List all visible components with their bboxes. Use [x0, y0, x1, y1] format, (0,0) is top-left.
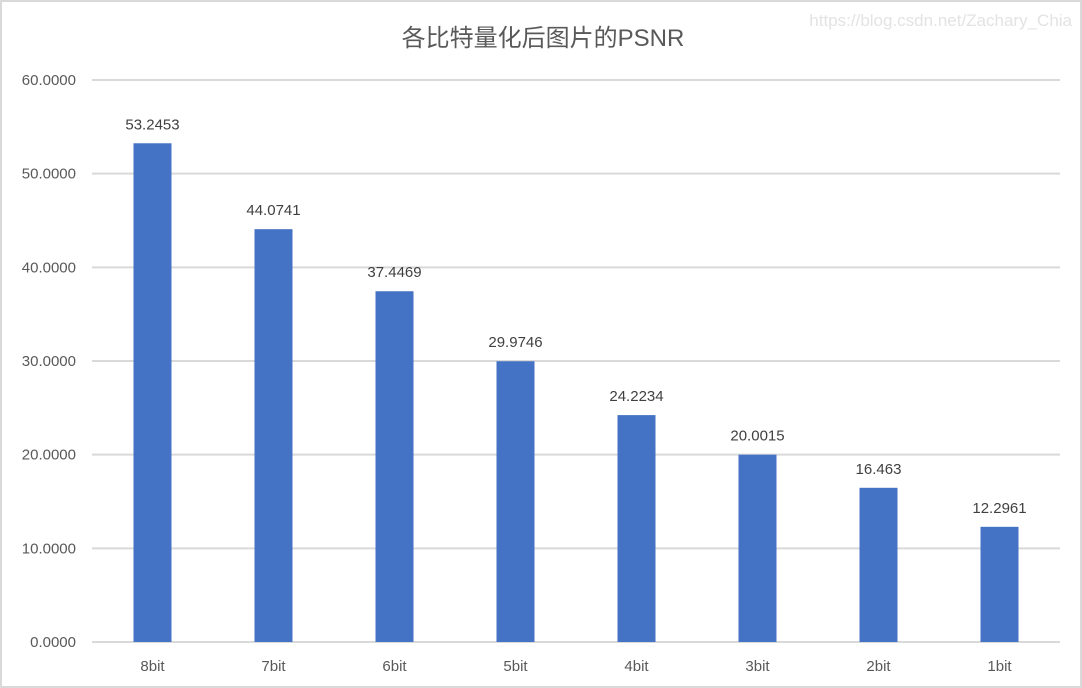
- data-label: 29.9746: [488, 334, 542, 351]
- x-tick-label: 5bit: [503, 658, 528, 675]
- bar-1bit: [980, 526, 1019, 642]
- y-tick-label: 0.0000: [30, 634, 76, 651]
- x-tick-label: 4bit: [624, 658, 649, 675]
- x-tick-label: 6bit: [382, 658, 407, 675]
- x-axis-ticks: 8bit 7bit 6bit 5bit 4bit 3bit 2bit 1bit: [140, 658, 1012, 675]
- y-tick-label: 40.0000: [22, 259, 76, 276]
- bars: [133, 143, 1019, 642]
- bar-8bit: [133, 143, 172, 642]
- bar-4bit: [617, 415, 656, 642]
- data-label: 20.0015: [730, 428, 784, 445]
- data-label: 53.2453: [125, 116, 179, 133]
- data-label: 12.2961: [972, 500, 1026, 517]
- data-label: 37.4469: [367, 264, 421, 281]
- y-tick-label: 20.0000: [22, 447, 76, 464]
- y-tick-label: 10.0000: [22, 540, 76, 557]
- y-tick-label: 30.0000: [22, 353, 76, 370]
- x-tick-label: 2bit: [866, 658, 891, 675]
- data-label: 16.463: [856, 461, 902, 478]
- gridlines: [92, 79, 1060, 643]
- x-tick-label: 3bit: [745, 658, 770, 675]
- bar-5bit: [496, 361, 535, 642]
- data-label: 44.0741: [246, 202, 300, 219]
- x-tick-label: 8bit: [140, 658, 165, 675]
- bar-2bit: [859, 487, 898, 642]
- bar-7bit: [254, 229, 293, 642]
- data-labels: 53.2453 44.0741 37.4469 29.9746 24.2234 20.00…: [125, 116, 1026, 517]
- data-label: 24.2234: [609, 388, 663, 405]
- chart-title: 各比特量化后图片的PSNR: [402, 25, 685, 52]
- x-tick-label: 1bit: [987, 658, 1012, 675]
- y-tick-label: 50.0000: [22, 166, 76, 183]
- watermark: https://blog.csdn.net/Zachary_Chia: [809, 11, 1072, 30]
- bar-3bit: [738, 454, 777, 642]
- y-tick-label: 60.0000: [22, 72, 76, 89]
- x-tick-label: 7bit: [261, 658, 286, 675]
- bar-6bit: [375, 291, 414, 642]
- y-axis-ticks: 0.0000 10.0000 20.0000 30.0000 40.0000 50.000…: [22, 72, 76, 651]
